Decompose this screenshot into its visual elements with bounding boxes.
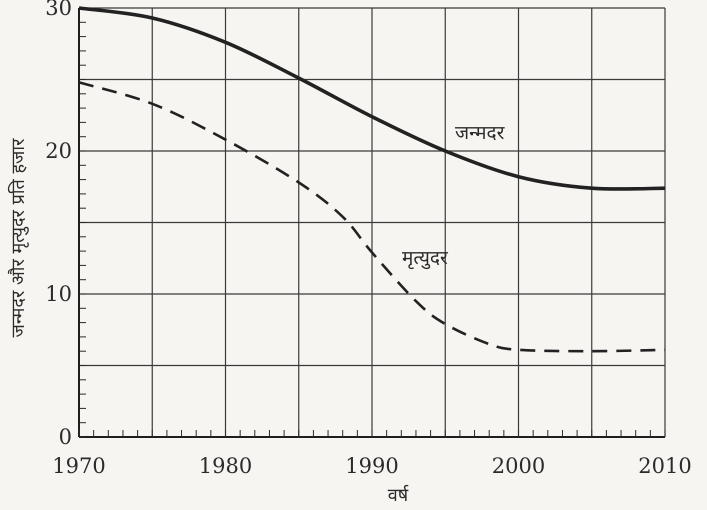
x-axis-label: वर्ष <box>388 484 409 506</box>
grid-lines <box>78 7 666 438</box>
series-label-death-rate: मृत्युदर <box>402 247 449 270</box>
series-line-death-rate <box>78 81 666 353</box>
y-axis-label: जन्मदर और मृत्युदर प्रति हजार <box>7 138 29 338</box>
x-tick-label: 1970 <box>52 454 105 478</box>
x-tick-label: 2000 <box>492 454 545 478</box>
x-tick-label: 1990 <box>345 454 398 478</box>
series-label-birth-rate: जन्मदर <box>455 122 506 144</box>
series-line-birth-rate <box>78 6 666 191</box>
x-tick-label: 2010 <box>638 454 691 478</box>
series-layer <box>78 6 666 353</box>
y-tick-label: 20 <box>45 139 72 163</box>
y-tick-label: 30 <box>45 0 72 20</box>
x-tick-label: 1980 <box>199 454 252 478</box>
tick-labels: 1970 1980 1990 2000 2010 0 10 20 30 <box>45 0 691 478</box>
y-tick-label: 10 <box>45 282 72 306</box>
y-tick-label: 0 <box>59 425 72 449</box>
minor-ticks <box>78 7 666 438</box>
